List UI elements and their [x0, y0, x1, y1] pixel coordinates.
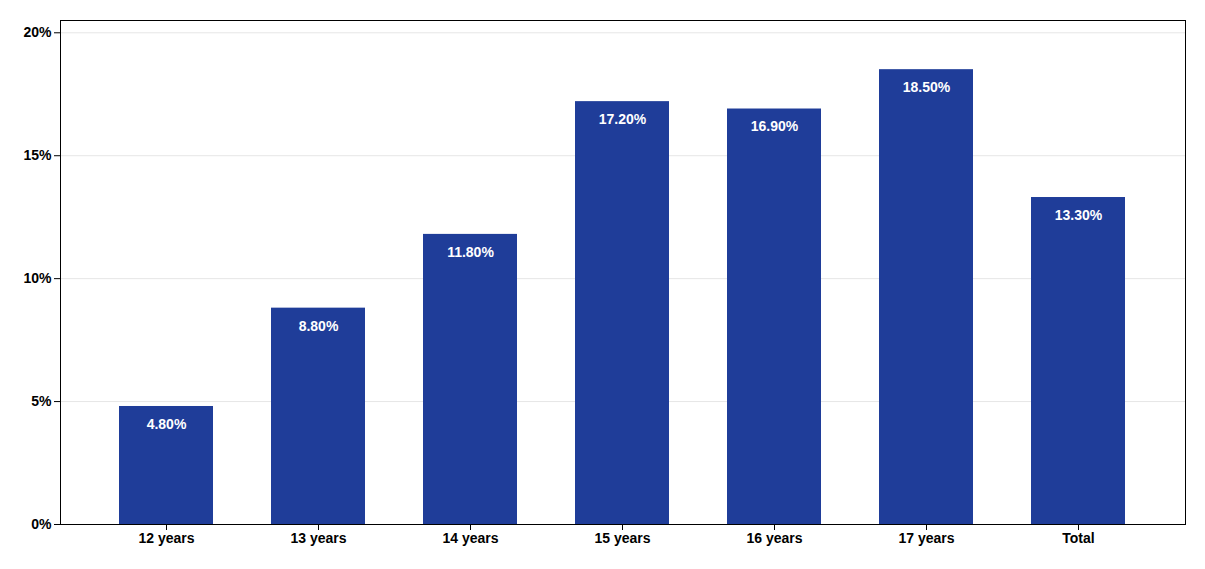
svg-text:13 years: 13 years: [290, 530, 346, 546]
svg-text:20%: 20%: [23, 24, 52, 40]
svg-text:8.80%: 8.80%: [299, 318, 339, 334]
svg-text:17.20%: 17.20%: [599, 111, 647, 127]
svg-text:13.30%: 13.30%: [1055, 207, 1103, 223]
svg-text:11.80%: 11.80%: [447, 244, 494, 260]
svg-text:Total: Total: [1062, 530, 1094, 546]
svg-text:5%: 5%: [31, 393, 52, 409]
svg-text:15%: 15%: [23, 147, 52, 163]
svg-text:12 years: 12 years: [138, 530, 194, 546]
svg-text:0%: 0%: [31, 516, 52, 532]
svg-text:16 years: 16 years: [746, 530, 802, 546]
svg-text:16.90%: 16.90%: [751, 118, 799, 134]
svg-text:15 years: 15 years: [594, 530, 650, 546]
svg-text:10%: 10%: [23, 270, 52, 286]
svg-text:14 years: 14 years: [442, 530, 498, 546]
svg-text:4.80%: 4.80%: [147, 416, 187, 432]
svg-text:17 years: 17 years: [898, 530, 954, 546]
svg-text:18.50%: 18.50%: [903, 79, 951, 95]
